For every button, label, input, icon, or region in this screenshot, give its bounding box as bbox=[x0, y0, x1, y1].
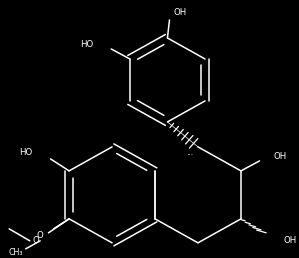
Text: OH: OH bbox=[274, 152, 287, 162]
Text: HO: HO bbox=[80, 41, 93, 50]
Text: OH: OH bbox=[284, 236, 297, 245]
Text: CH₃: CH₃ bbox=[8, 248, 23, 257]
Text: HO: HO bbox=[19, 148, 32, 157]
Text: ...: ... bbox=[186, 148, 193, 157]
Text: OH: OH bbox=[173, 9, 187, 18]
Text: O: O bbox=[37, 231, 44, 240]
Text: O: O bbox=[33, 236, 39, 245]
